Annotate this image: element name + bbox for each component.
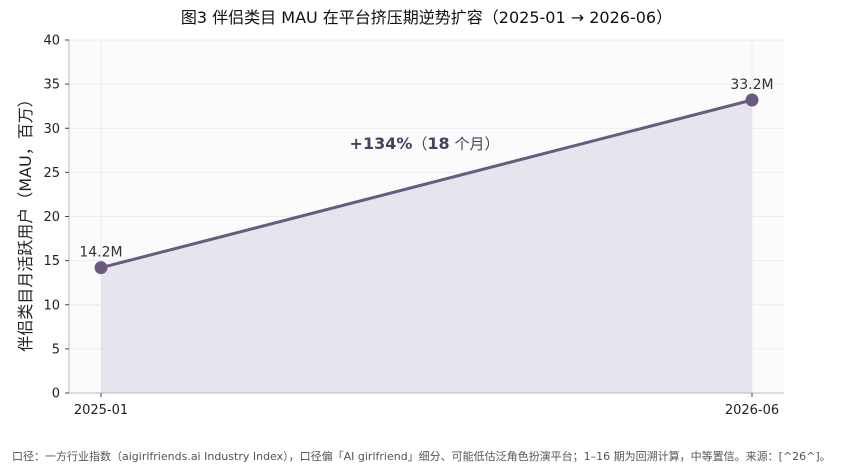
y-tick-label: 25	[43, 166, 60, 181]
y-tick-label: 10	[43, 298, 60, 313]
y-tick-label: 5	[52, 342, 60, 357]
area-fill	[101, 100, 752, 393]
y-tick-label: 0	[52, 387, 60, 402]
y-axis-label: 伴侣类目月活跃用户（MAU，百万）	[16, 91, 35, 351]
annotation-main: +134%	[350, 134, 413, 153]
labels-layer: 14.2M 33.2M	[79, 77, 773, 261]
footnote: 口径：一方行业指数（aigirlfriends.ai Industry Inde…	[12, 450, 831, 463]
y-tick-label: 40	[43, 34, 60, 49]
y-tick-label: 30	[43, 122, 60, 137]
y-tick-label: 35	[43, 78, 60, 93]
x-tick-label: 2026-06	[725, 403, 779, 418]
annotation-unit: 个月）	[450, 135, 500, 153]
data-label: 14.2M	[79, 245, 122, 261]
x-tick-label: 2025-01	[74, 403, 128, 418]
growth-annotation: +134%（18 个月）	[350, 134, 500, 153]
data-point	[94, 261, 108, 275]
series-line	[100, 98, 753, 270]
annotation-bracket: （	[412, 135, 427, 153]
points-layer	[94, 93, 759, 275]
chart-title: 图3 伴侣类目 MAU 在平台挤压期逆势扩容（2025-01 → 2026-06…	[181, 8, 672, 27]
data-point	[745, 93, 759, 107]
y-tick-label: 15	[43, 254, 60, 269]
annotation-months: 18	[427, 134, 449, 153]
axes-layer: 0 5 10 15 20 25 30 35 40 2025-01 2026-06	[43, 34, 784, 418]
data-label: 33.2M	[730, 77, 773, 93]
y-tick-label: 20	[43, 210, 60, 225]
